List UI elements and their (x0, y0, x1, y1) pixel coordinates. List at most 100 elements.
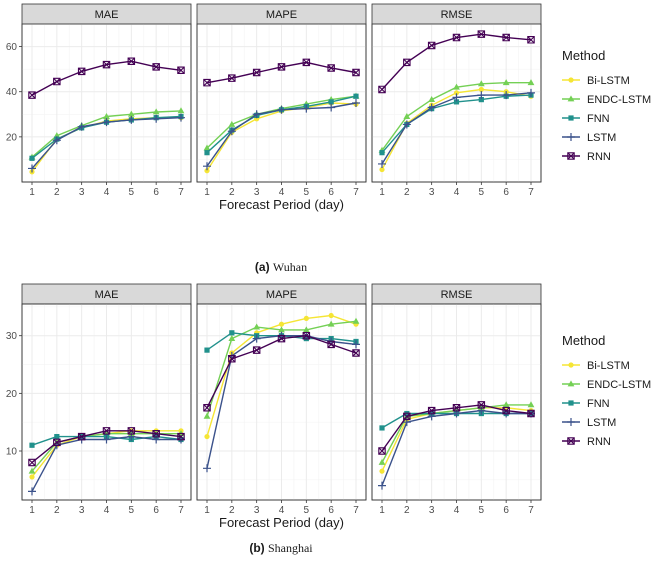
legend-item-fnn: FNN (562, 113, 610, 125)
data-point (53, 77, 61, 86)
data-point (478, 97, 484, 103)
legend-item-lstm: LSTM (562, 417, 616, 429)
data-point (502, 33, 510, 42)
data-point (427, 103, 436, 112)
x-tick-label: 4 (104, 187, 110, 198)
data-point (502, 401, 510, 408)
data-point (54, 433, 60, 440)
x-tick-label: 2 (404, 187, 410, 198)
y-tick-label: 30 (6, 331, 18, 342)
data-point (403, 112, 411, 119)
facet-title: MAE (95, 9, 119, 21)
data-point (378, 447, 386, 455)
legend-key-marker (568, 362, 574, 368)
data-point (379, 166, 385, 173)
x-tick-label: 3 (429, 505, 435, 516)
legend-key-marker (568, 77, 574, 83)
data-point (453, 99, 460, 105)
data-point (527, 409, 535, 418)
data-point (203, 404, 211, 412)
data-point (352, 317, 360, 324)
legend-title: Method (562, 48, 605, 63)
facet-mape: MAPE 1 2 3 4 5 6 7 (196, 3, 367, 198)
data-point (103, 112, 110, 119)
data-point (477, 401, 486, 409)
data-point (328, 99, 334, 105)
data-point (352, 349, 360, 357)
data-point (77, 122, 86, 131)
data-point (203, 412, 211, 419)
series-lstm (378, 88, 535, 168)
x-tick-label: 5 (129, 187, 135, 198)
data-point (29, 442, 35, 448)
facet-mae: MAE 10 20 30 1 2 3 4 5 6 7 (6, 283, 192, 516)
legend-item-fnn: FNN (562, 398, 610, 410)
x-tick-label: 5 (479, 505, 485, 516)
x-tick-label: 1 (29, 505, 35, 516)
legend-key-marker (568, 400, 574, 406)
data-point (152, 429, 160, 438)
figure-caption: (a) Wuhan (255, 260, 307, 274)
data-point (278, 321, 285, 327)
facet-mape: MAPE 1 2 3 4 5 6 7 (196, 283, 367, 516)
x-tick-label: 6 (153, 505, 159, 516)
data-point (252, 334, 261, 343)
chart-a: MAE 20 40 60 1 2 3 4 5 6 7 MAPE 1 2 3 4 5 6 7 RMSE 1 2 3 4 5 6 7 Fo… (6, 3, 651, 274)
x-tick-label: 4 (279, 187, 285, 198)
data-point (302, 326, 310, 333)
data-point (303, 315, 309, 322)
data-point (152, 114, 161, 123)
data-point (28, 458, 36, 467)
legend-item-rnn: RNN (562, 436, 611, 448)
legend-key-marker (567, 418, 575, 426)
data-point (427, 406, 436, 415)
x-tick-label: 5 (129, 505, 135, 516)
data-point (29, 155, 35, 161)
facet-title: MAPE (266, 289, 297, 301)
x-tick-label: 7 (528, 187, 534, 198)
legend-label: Bi-LSTM (587, 75, 630, 87)
data-point (353, 93, 359, 99)
legend-item-endc-lstm: ENDC-LSTM (562, 379, 651, 391)
legend: Method Bi-LSTM ENDC-LSTM FNN LSTM RNN (562, 333, 651, 448)
data-point (453, 90, 460, 96)
data-point (77, 432, 86, 441)
data-point (379, 150, 385, 156)
data-point (502, 79, 510, 86)
legend-label: ENDC-LSTM (587, 94, 651, 106)
caption-letter: (a) (255, 260, 273, 274)
data-point (204, 168, 210, 174)
data-point (327, 103, 336, 112)
data-point (452, 33, 461, 42)
data-point (352, 68, 360, 77)
x-tick-label: 3 (79, 505, 85, 516)
legend-label: Bi-LSTM (587, 360, 630, 372)
x-tick-label: 6 (503, 505, 509, 516)
data-point (152, 63, 160, 71)
data-point (228, 120, 236, 127)
x-tick-label: 3 (79, 187, 85, 198)
data-point (502, 91, 511, 100)
series-lstm (28, 113, 185, 173)
y-tick-label: 60 (6, 42, 18, 53)
data-point (127, 115, 136, 124)
data-point (203, 78, 211, 87)
x-tick-label: 2 (229, 187, 235, 198)
series-rnn (203, 58, 360, 87)
x-tick-label: 4 (279, 505, 285, 516)
data-point (477, 80, 485, 87)
x-tick-label: 6 (503, 187, 509, 198)
data-point (53, 438, 61, 447)
data-point (379, 425, 385, 431)
data-point (102, 427, 111, 435)
data-point (204, 433, 210, 440)
legend-key-marker (568, 115, 574, 121)
data-point (402, 120, 411, 129)
data-point (229, 330, 235, 336)
x-tick-label: 1 (204, 505, 210, 516)
data-point (502, 406, 510, 415)
data-point (203, 144, 211, 151)
series-lstm (203, 99, 360, 171)
data-point (527, 79, 535, 86)
